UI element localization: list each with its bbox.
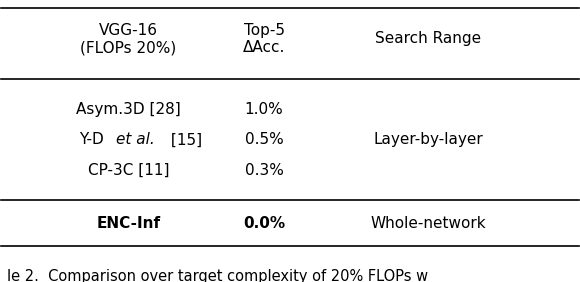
Text: [15]: [15]: [166, 133, 202, 147]
Text: 0.0%: 0.0%: [243, 216, 285, 231]
Text: Whole-network: Whole-network: [371, 216, 487, 231]
Text: Y-D: Y-D: [79, 133, 109, 147]
Text: ENC-Inf: ENC-Inf: [96, 216, 161, 231]
Text: Asym.3D [28]: Asym.3D [28]: [76, 102, 181, 117]
Text: 1.0%: 1.0%: [245, 102, 284, 117]
Text: 0.3%: 0.3%: [245, 163, 284, 178]
Text: et al.: et al.: [115, 133, 154, 147]
Text: Top-5
ΔAcc.: Top-5 ΔAcc.: [243, 23, 285, 55]
Text: Layer-by-layer: Layer-by-layer: [374, 133, 483, 147]
Text: Search Range: Search Range: [375, 32, 481, 47]
Text: VGG-16
(FLOPs 20%): VGG-16 (FLOPs 20%): [80, 23, 176, 55]
Text: le 2.  Comparison over target complexity of 20% FLOPs w: le 2. Comparison over target complexity …: [7, 269, 428, 282]
Text: 0.5%: 0.5%: [245, 133, 284, 147]
Text: CP-3C [11]: CP-3C [11]: [88, 163, 169, 178]
